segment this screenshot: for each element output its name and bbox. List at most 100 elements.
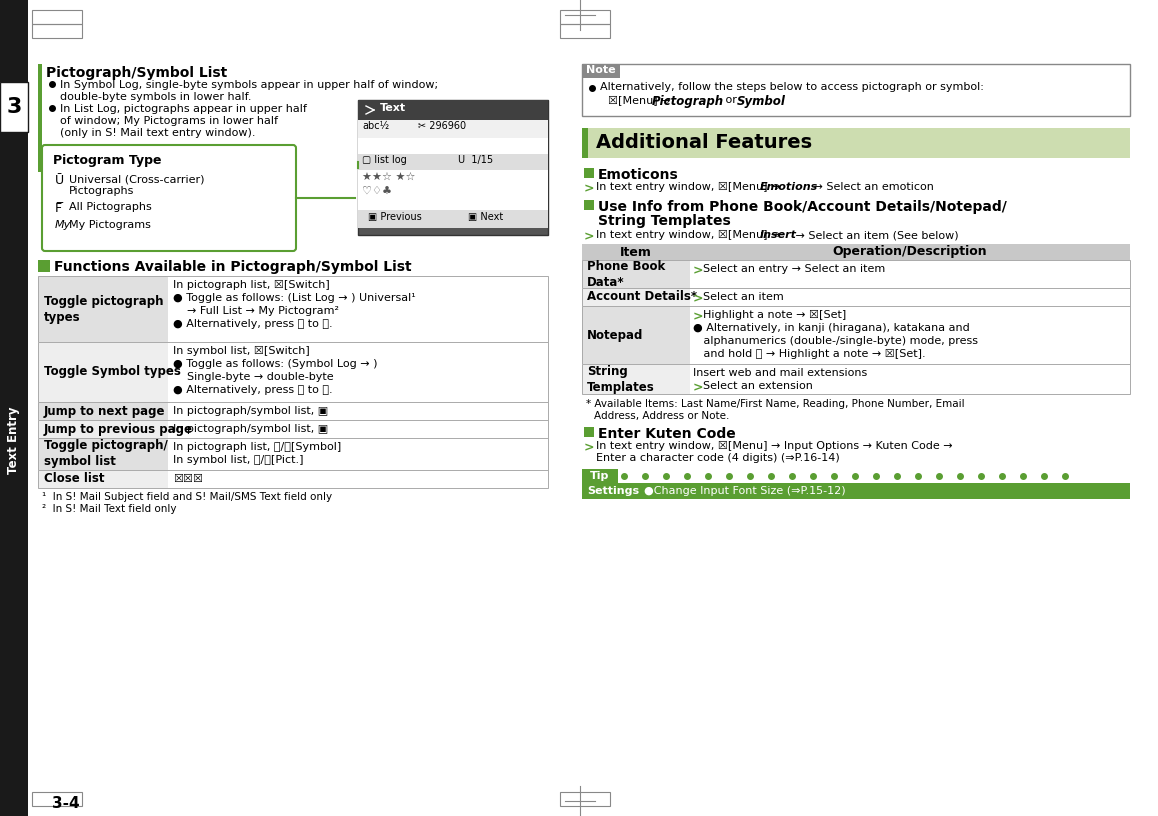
Bar: [358, 100, 548, 235]
Bar: [38, 438, 168, 470]
Text: Emoticons: Emoticons: [598, 168, 679, 182]
Bar: [38, 470, 168, 488]
Bar: [584, 200, 594, 210]
Bar: [38, 64, 42, 172]
Bar: [582, 288, 1130, 306]
Text: ☒☒☒: ☒☒☒: [173, 474, 203, 484]
Text: Enter a character code (4 digits) (⇒P.16-14): Enter a character code (4 digits) (⇒P.16…: [596, 453, 840, 463]
Text: Toggle pictograph
types: Toggle pictograph types: [44, 295, 163, 323]
Text: Pictograph: Pictograph: [652, 95, 724, 108]
Text: ● Toggle as follows: (Symbol Log → ): ● Toggle as follows: (Symbol Log → ): [173, 359, 378, 369]
Text: ★★☆ ★☆: ★★☆ ★☆: [362, 172, 416, 182]
Text: Select an extension: Select an extension: [703, 381, 813, 391]
Bar: [38, 342, 168, 402]
Bar: [582, 260, 690, 288]
Text: In List Log, pictographs appear in upper half: In List Log, pictographs appear in upper…: [60, 104, 307, 114]
Text: >: >: [584, 230, 594, 243]
Bar: [0, 82, 28, 132]
Text: Item: Item: [620, 246, 652, 259]
Bar: [582, 288, 690, 306]
Text: ● Alternatively, press ⓣ to ⓣ.: ● Alternatively, press ⓣ to ⓣ.: [173, 385, 332, 395]
Bar: [0, 0, 28, 816]
Text: abc½: abc½: [362, 121, 389, 131]
Bar: [32, 24, 82, 38]
Text: → Select an emoticon: → Select an emoticon: [809, 182, 933, 192]
Text: (only in S! Mail text entry window).: (only in S! Mail text entry window).: [60, 128, 256, 138]
Bar: [358, 100, 548, 120]
Bar: [690, 260, 1130, 288]
Text: >: >: [692, 264, 704, 277]
Text: Single-byte → double-byte: Single-byte → double-byte: [173, 372, 334, 382]
Text: Jump to previous page: Jump to previous page: [44, 423, 193, 436]
Text: Alternatively, follow the steps below to access pictograph or symbol:: Alternatively, follow the steps below to…: [600, 82, 984, 92]
Bar: [582, 260, 1130, 288]
Text: Pictographs: Pictographs: [69, 186, 134, 196]
Text: → Select an item (See below): → Select an item (See below): [792, 230, 959, 240]
Text: Select an entry → Select an item: Select an entry → Select an item: [703, 264, 885, 274]
Bar: [584, 168, 594, 178]
Bar: [582, 306, 1130, 364]
Bar: [168, 420, 548, 438]
FancyBboxPatch shape: [42, 145, 296, 251]
Text: ● Toggle as follows: (List Log → ) Universal¹: ● Toggle as follows: (List Log → ) Unive…: [173, 293, 416, 303]
Text: ♡♢♣: ♡♢♣: [362, 186, 393, 196]
Text: Toggle pictograph/
symbol list: Toggle pictograph/ symbol list: [44, 440, 168, 468]
Bar: [38, 276, 168, 342]
Bar: [582, 469, 618, 483]
Text: In pictograph/symbol list, ▣: In pictograph/symbol list, ▣: [173, 424, 328, 434]
Text: Use Info from Phone Book/Account Details/Notepad/: Use Info from Phone Book/Account Details…: [598, 200, 1006, 214]
Text: ✂ 296960: ✂ 296960: [418, 121, 467, 131]
Text: My Pictograms: My Pictograms: [69, 220, 151, 230]
Bar: [168, 276, 548, 342]
Text: Toggle Symbol types: Toggle Symbol types: [44, 366, 181, 379]
Text: Settings: Settings: [587, 486, 639, 496]
Bar: [168, 470, 548, 488]
Text: ●Change Input Font Size (⇒P.15-12): ●Change Input Font Size (⇒P.15-12): [644, 486, 845, 496]
Text: In text entry window, ☒[Menu] →: In text entry window, ☒[Menu] →: [596, 230, 784, 240]
Text: of window; My Pictograms in lower half: of window; My Pictograms in lower half: [60, 116, 278, 126]
Text: Phone Book
Data*: Phone Book Data*: [587, 259, 665, 289]
Text: Address, Address or Note.: Address, Address or Note.: [594, 411, 730, 421]
Bar: [38, 260, 50, 272]
Text: Enter Kuten Code: Enter Kuten Code: [598, 427, 735, 441]
Bar: [582, 364, 1130, 394]
Text: Notepad: Notepad: [587, 329, 644, 342]
Bar: [38, 402, 548, 420]
Text: ▣ Next: ▣ Next: [468, 212, 504, 222]
Bar: [358, 138, 548, 154]
Bar: [582, 128, 1130, 158]
Text: ● Alternatively, press ⓣ to ⓣ.: ● Alternatively, press ⓣ to ⓣ.: [173, 319, 332, 329]
Text: Functions Available in Pictograph/Symbol List: Functions Available in Pictograph/Symbol…: [54, 260, 411, 274]
Text: Highlight a note → ☒[Set]: Highlight a note → ☒[Set]: [703, 310, 846, 320]
Text: In pictograph list, Ⓝ/Ⓨ[Symbol]: In pictograph list, Ⓝ/Ⓨ[Symbol]: [173, 442, 342, 452]
Text: Additional Features: Additional Features: [596, 133, 812, 152]
Bar: [32, 792, 82, 806]
Text: → Full List → My Pictogram²: → Full List → My Pictogram²: [173, 306, 339, 316]
Bar: [38, 342, 548, 402]
Text: >: >: [584, 441, 594, 454]
Text: F̅: F̅: [54, 202, 63, 215]
Bar: [582, 483, 1130, 499]
Text: Universal (Cross-carrier): Universal (Cross-carrier): [69, 174, 205, 184]
Text: ²  In S! Mail Text field only: ² In S! Mail Text field only: [42, 504, 176, 514]
Bar: [38, 420, 548, 438]
Text: Text Entry: Text Entry: [7, 406, 21, 474]
Text: All Pictographs: All Pictographs: [69, 202, 152, 212]
Bar: [582, 64, 1130, 116]
Bar: [584, 427, 594, 437]
Bar: [582, 364, 690, 394]
Bar: [38, 402, 168, 420]
Bar: [560, 10, 610, 24]
Bar: [358, 120, 548, 138]
Text: Ū: Ū: [54, 174, 64, 187]
Bar: [582, 64, 620, 78]
Text: double-byte symbols in lower half.: double-byte symbols in lower half.: [60, 92, 251, 102]
Text: alphanumerics (double-/single-byte) mode, press: alphanumerics (double-/single-byte) mode…: [692, 336, 979, 346]
Text: 3: 3: [6, 97, 22, 117]
Bar: [38, 470, 548, 488]
Bar: [582, 306, 690, 364]
Bar: [690, 364, 1130, 394]
Text: >: >: [692, 381, 704, 394]
Text: Insert web and mail extensions: Insert web and mail extensions: [692, 368, 867, 378]
Bar: [582, 128, 588, 158]
